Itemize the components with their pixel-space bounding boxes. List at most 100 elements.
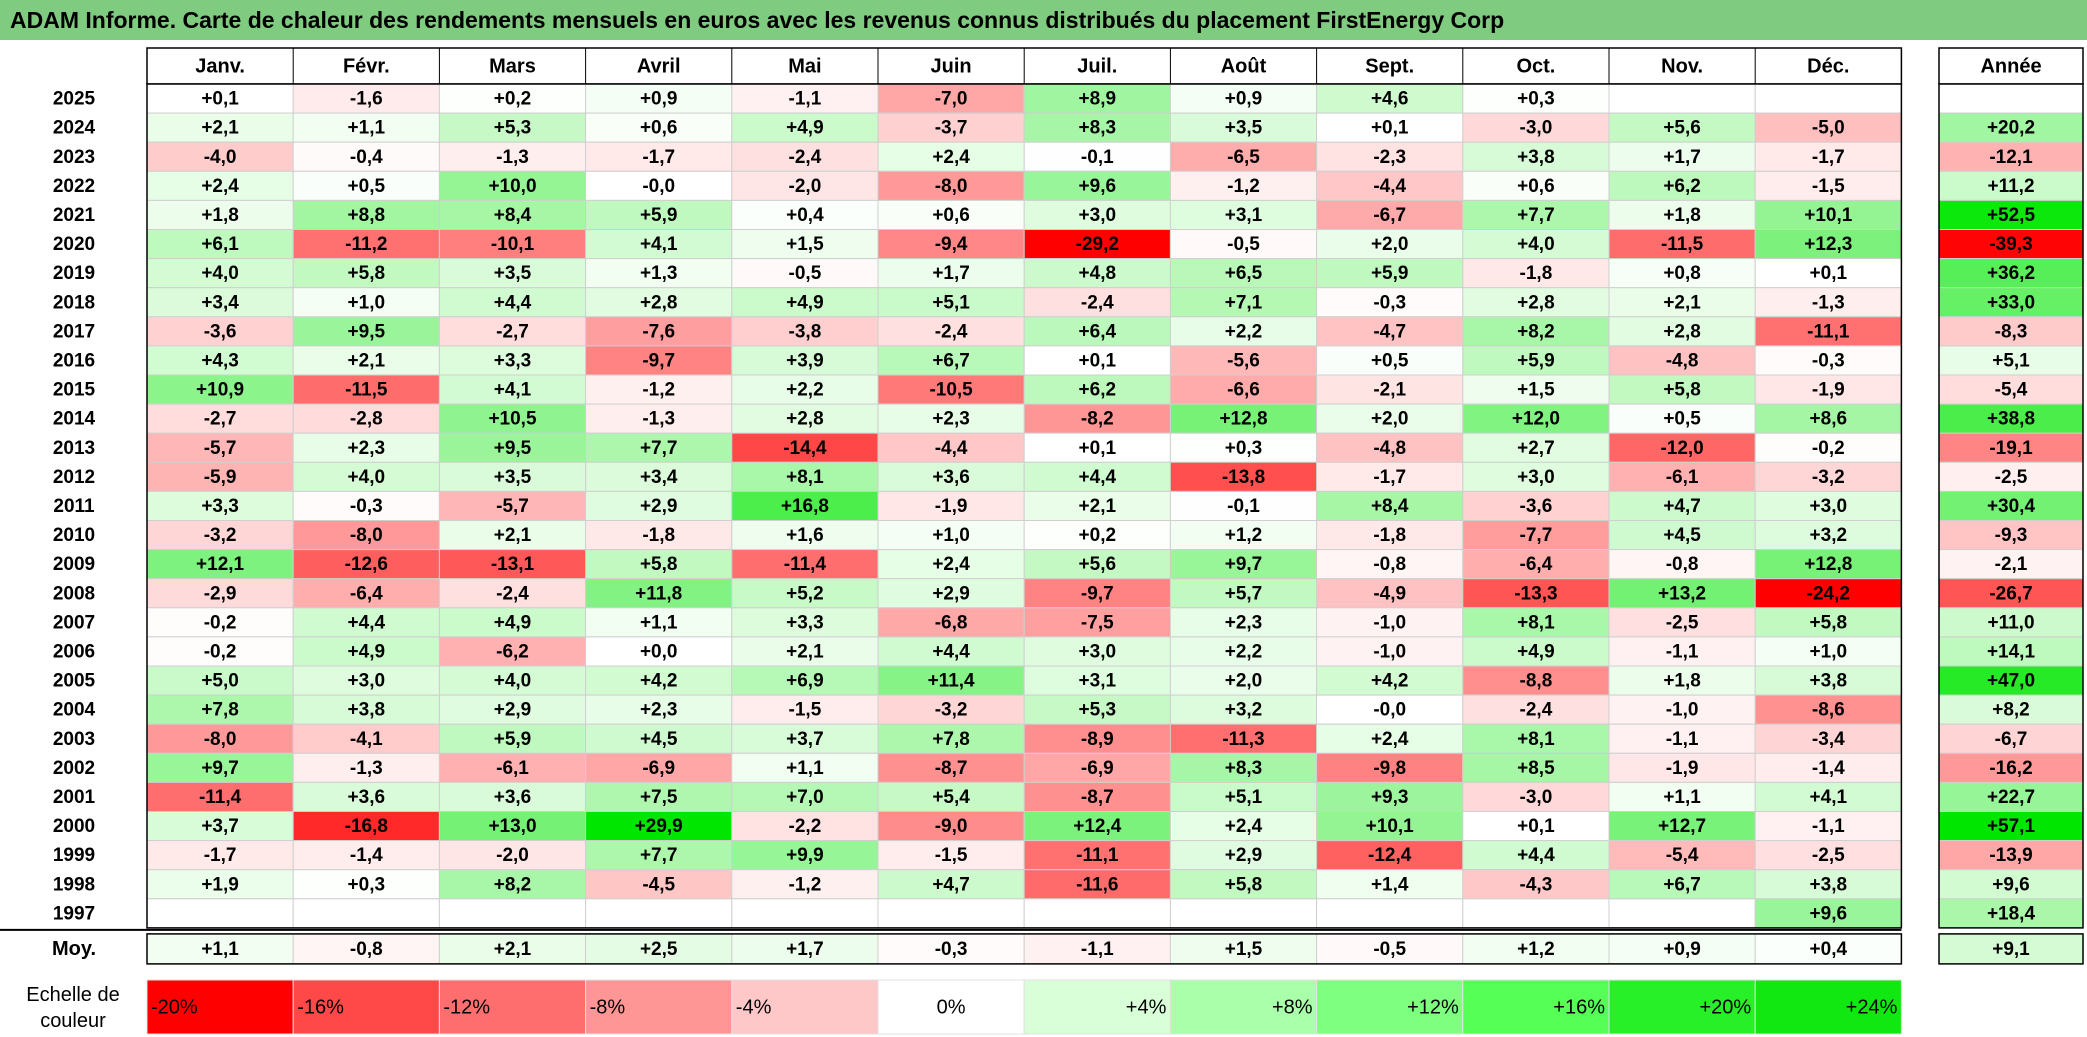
annual-value: +57,1 [1987, 816, 2036, 837]
annual-value: +5,1 [1992, 350, 2030, 371]
cell-value: -2,7 [204, 409, 237, 430]
cell-value: +1,9 [201, 874, 239, 895]
heatmap-cell [1462, 898, 1610, 929]
annual-cell [1938, 374, 2084, 405]
heatmap-cell [585, 112, 733, 143]
cell-value: +0,8 [1663, 263, 1701, 284]
cell-value: +4,9 [494, 612, 532, 633]
cell-value: +10,1 [1804, 205, 1853, 226]
heatmap-cell [1023, 199, 1171, 230]
cell-value: +12,7 [1658, 816, 1706, 837]
heatmap-cell [1023, 752, 1171, 783]
heatmap-cell [1754, 170, 1902, 201]
cell-value: -1,8 [642, 525, 675, 546]
report-title: ADAM Informe. Carte de chaleur des rende… [0, 0, 2087, 40]
heatmap-cell [1169, 403, 1318, 434]
heatmap-cell [585, 898, 733, 929]
heatmap-cell [292, 840, 440, 871]
heatmap-cell [877, 520, 1025, 551]
cell-value: -6,5 [1227, 147, 1260, 168]
cell-value: +1,0 [932, 525, 970, 546]
cell-value: +2,2 [786, 380, 824, 401]
cell-value: -8,6 [1812, 700, 1845, 721]
color-scale-swatch [1608, 979, 1756, 1035]
cell-value: +4,9 [786, 292, 824, 313]
cell-value: +0,3 [1517, 89, 1555, 110]
month-header: Mars [489, 55, 536, 77]
cell-value: -0,8 [1666, 554, 1699, 575]
cell-value: +2,1 [201, 118, 239, 139]
annual-value: -9,3 [1995, 525, 2028, 546]
heatmap-cell [877, 607, 1025, 638]
heatmap-cell [292, 432, 440, 463]
cell-value: +8,1 [1517, 612, 1555, 633]
average-value: +0,4 [1810, 939, 1848, 960]
cell-value: -14,4 [783, 438, 827, 459]
heatmap-cell [146, 578, 294, 609]
annual-value: -26,7 [1989, 583, 2032, 604]
heatmap-cell [438, 461, 587, 492]
cell-value: +1,1 [1663, 787, 1701, 808]
cell-value: -24,2 [1807, 583, 1850, 604]
row-year-label: 1999 [53, 845, 95, 866]
heatmap-cell [877, 199, 1025, 230]
heatmap-cell [1023, 607, 1171, 638]
cell-value: +6,2 [1663, 176, 1701, 197]
cell-value: -0,4 [350, 147, 383, 168]
heatmap-cell [1754, 258, 1902, 289]
row-year-label: 2019 [53, 263, 95, 284]
heatmap-cell [1608, 258, 1756, 289]
heatmap-cell [585, 549, 733, 580]
cell-value: -3,0 [1520, 787, 1553, 808]
cell-value: -2,0 [789, 176, 822, 197]
heatmap-cell [1316, 840, 1464, 871]
cell-value: -0,3 [350, 496, 383, 517]
heatmap-cell [1316, 636, 1464, 667]
cell-value: +5,7 [1225, 583, 1263, 604]
heatmap-cell [1462, 607, 1610, 638]
heatmap-cell [1169, 287, 1318, 318]
cell-value: -6,2 [496, 641, 529, 662]
annual-value: +14,1 [1987, 641, 2036, 662]
cell-value: -11,5 [1661, 234, 1704, 255]
annual-value: -16,2 [1989, 758, 2032, 779]
cell-value: +7,1 [1225, 292, 1263, 313]
heatmap-cell [731, 607, 879, 638]
cell-value: -16,8 [345, 816, 388, 837]
cell-value: +3,0 [348, 671, 386, 692]
heatmap-cell [585, 578, 733, 609]
average-value: -0,5 [1373, 939, 1406, 960]
cell-value: +6,7 [932, 350, 970, 371]
heatmap-cell [731, 694, 879, 725]
heatmap-cell [877, 141, 1025, 172]
cell-value: -2,5 [1812, 845, 1845, 866]
cell-value: +0,6 [640, 118, 678, 139]
cell-value: +4,2 [640, 671, 678, 692]
heatmap-cell [1754, 83, 1902, 114]
heatmap-cell [1023, 665, 1171, 696]
heatmap-cell [731, 578, 879, 609]
heatmap-cell [146, 141, 294, 172]
cell-value: +2,4 [1371, 729, 1409, 750]
heatmap-cell [1754, 287, 1902, 318]
cell-value: -6,8 [935, 612, 968, 633]
month-header: Janv. [195, 55, 245, 77]
heatmap-cell [731, 665, 879, 696]
annual-value: -2,1 [1995, 554, 2028, 575]
cell-value: +3,4 [201, 292, 239, 313]
heatmap-cell [1608, 723, 1756, 754]
annual-value: -8,3 [1995, 321, 2028, 342]
cell-value: +7,7 [640, 438, 678, 459]
cell-value: +4,5 [1663, 525, 1701, 546]
cell-value: +2,9 [640, 496, 678, 517]
table-body-border [146, 83, 1903, 929]
heatmap-cell [1608, 229, 1756, 260]
row-year-label: 1998 [53, 874, 95, 895]
color-scale-step: +8% [1272, 996, 1313, 1018]
heatmap-cell [1462, 287, 1610, 318]
cell-value: +3,0 [1079, 205, 1117, 226]
cell-value: -6,1 [1666, 467, 1699, 488]
heatmap-cell [731, 752, 879, 783]
cell-value: +3,2 [1225, 700, 1263, 721]
